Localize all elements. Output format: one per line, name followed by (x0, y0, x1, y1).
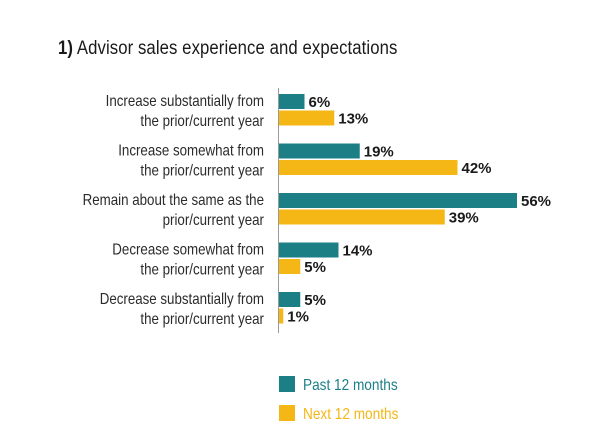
data-label: 5% (304, 259, 326, 276)
legend-label-past-12-months: Past 12 months (303, 377, 398, 394)
category-label: the prior/current year (140, 311, 264, 328)
bar-next-12-months (279, 209, 445, 225)
bar-next-12-months (279, 110, 335, 126)
bar-past-12-months (279, 193, 517, 208)
data-label: 19% (364, 144, 394, 161)
bar-next-12-months (279, 308, 284, 324)
category-label: Decrease somewhat from (112, 242, 264, 259)
bar-next-12-months (279, 259, 301, 274)
category-label: prior/current year (163, 212, 265, 229)
category-label: Increase substantially from (106, 93, 264, 110)
bar-past-12-months (279, 143, 360, 159)
legend-swatch-next-12-months (279, 405, 295, 421)
data-label: 5% (304, 292, 326, 309)
category-label: the prior/current year (140, 262, 264, 279)
chart-title-text: Advisor sales experience and expectation… (76, 38, 398, 59)
bar-past-12-months (279, 292, 301, 307)
data-label: 1% (287, 309, 309, 326)
chart-title: 1) Advisor sales experience and expectat… (58, 38, 397, 60)
category-label: Increase somewhat from (118, 143, 264, 160)
category-label: Remain about the same as the (83, 192, 264, 209)
data-label: 56% (521, 193, 551, 210)
category-label: Decrease substantially from (100, 291, 264, 308)
data-label: 39% (449, 210, 479, 227)
category-label: the prior/current year (140, 163, 264, 180)
data-label: 14% (343, 243, 373, 260)
category-label: the prior/current year (140, 113, 264, 130)
data-label: 42% (462, 160, 492, 177)
data-label: 6% (309, 94, 331, 111)
legend-label-next-12-months: Next 12 months (303, 406, 398, 423)
bar-next-12-months (279, 160, 458, 175)
bar-past-12-months (279, 242, 339, 258)
bar-past-12-months (279, 94, 305, 109)
legend-swatch-past-12-months (279, 376, 295, 392)
data-label: 13% (338, 111, 368, 128)
chart-title-number: 1) (58, 38, 74, 59)
